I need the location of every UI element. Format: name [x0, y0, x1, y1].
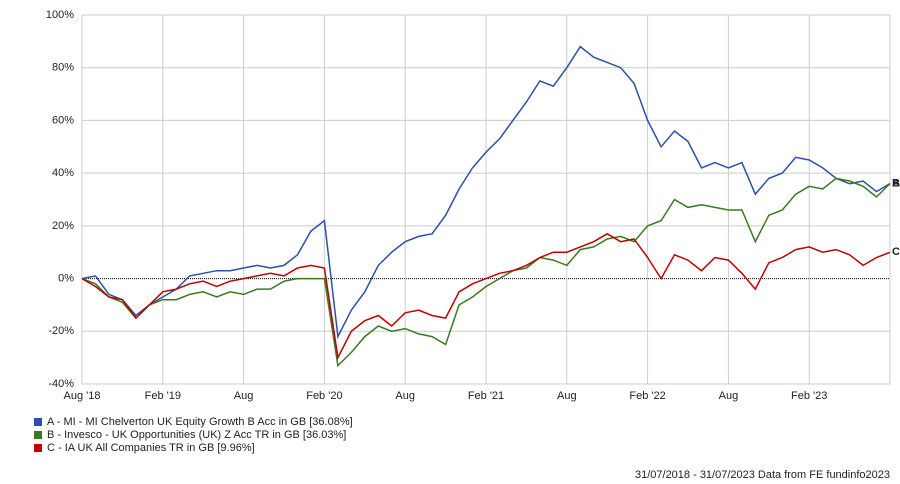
x-tick-label: Aug '18 — [64, 390, 101, 402]
legend-label: C - IA UK All Companies TR in GB [9.96%] — [47, 442, 255, 454]
x-tick-label: Feb '23 — [791, 390, 827, 402]
legend-swatch — [34, 431, 42, 439]
series-line — [81, 45, 891, 340]
y-tick-label: 0% — [58, 272, 74, 284]
y-tick-label: 100% — [46, 9, 74, 21]
series-line — [81, 232, 891, 361]
y-tick-label: 20% — [52, 220, 74, 232]
legend-label: A - MI - MI Chelverton UK Equity Growth … — [47, 416, 353, 428]
y-tick-label: -20% — [48, 325, 74, 337]
legend-label: B - Invesco - UK Opportunities (UK) Z Ac… — [47, 429, 346, 441]
footer: 31/07/2018 - 31/07/2023 Data from FE fun… — [635, 469, 890, 481]
series-line — [81, 177, 891, 368]
x-tick-label: Feb '22 — [629, 390, 665, 402]
end-tag: A — [892, 177, 900, 189]
x-tick-label: Aug — [234, 390, 254, 402]
x-tick-label: Feb '21 — [468, 390, 504, 402]
end-tag: B — [892, 178, 900, 190]
y-tick-label: -40% — [48, 378, 74, 390]
end-tag: C — [892, 246, 900, 258]
x-tick-label: Aug — [719, 390, 739, 402]
legend-swatch — [34, 444, 42, 452]
x-tick-label: Aug — [395, 390, 415, 402]
x-tick-label: Feb '20 — [306, 390, 342, 402]
y-tick-label: 80% — [52, 62, 74, 74]
x-tick-label: Aug — [557, 390, 577, 402]
y-tick-label: 40% — [52, 167, 74, 179]
legend-swatch — [34, 418, 42, 426]
x-tick-label: Feb '19 — [145, 390, 181, 402]
y-tick-label: 60% — [52, 114, 74, 126]
